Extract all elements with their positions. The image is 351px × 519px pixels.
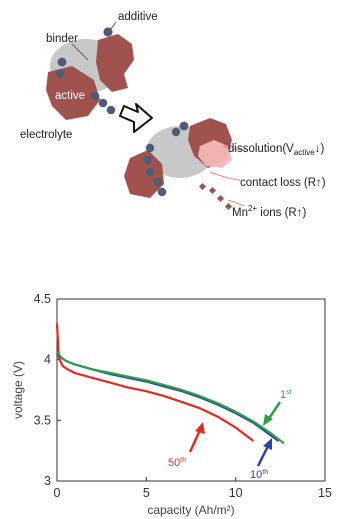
label-10th-sup: th — [262, 469, 268, 476]
x-tick-label: 5 — [143, 486, 150, 500]
arrow-10th — [256, 445, 270, 467]
arrow-50th — [188, 429, 202, 453]
initial-particle-cluster — [46, 27, 134, 120]
dissolution-region — [198, 140, 232, 168]
y-tick-label: 4.5 — [34, 292, 51, 306]
x-axis-label: capacity (Ah/m²) — [147, 503, 234, 517]
arrowhead-50th — [195, 422, 205, 434]
dissolution-label: dissolution(Vactive↓) — [228, 143, 325, 157]
annotation-10th: 10th — [250, 438, 272, 481]
dissolution-arrow-text: ↓) — [315, 143, 325, 155]
y-ticks: 3 3.5 4 4.5 — [34, 292, 61, 488]
x-tick-label: 0 — [54, 486, 61, 500]
active-particle-left — [46, 66, 100, 120]
mn-ions-text: ions (R↑) — [257, 207, 306, 219]
label-50th-sup: th — [180, 457, 186, 464]
additive-particles-degraded — [143, 121, 189, 197]
additive-particles — [55, 27, 116, 115]
label-50th-base: 50 — [168, 457, 180, 469]
contact-loss-leader — [209, 171, 241, 181]
dissolution-leader — [221, 145, 247, 151]
series-line-50th — [55, 323, 255, 442]
label-50th: 50th — [168, 457, 186, 469]
mn-ions-leader — [227, 199, 245, 207]
annotation-50th: 50th — [168, 422, 205, 469]
degradation-schematic: binder additive active electrolyte disso… — [20, 11, 326, 219]
electrolyte-label: electrolyte — [20, 129, 72, 141]
y-tick-label: 3 — [44, 474, 51, 488]
additive-label: additive — [118, 11, 158, 23]
label-1st-sup: st — [286, 389, 292, 396]
active-particle-right — [96, 34, 134, 92]
annotation-1st: 1st — [263, 389, 292, 426]
additive-leader — [109, 21, 117, 31]
x-tick-label: 15 — [318, 486, 332, 500]
active-particle-degraded-left — [124, 150, 164, 198]
series-line-1st — [56, 350, 285, 445]
label-1st: 1st — [280, 389, 292, 401]
mn-ion-particles — [198, 182, 233, 211]
dissolution-text: dissolution(V — [228, 143, 294, 155]
mn-superscript: 2+ — [248, 204, 257, 213]
binder-label: binder — [46, 33, 78, 45]
contact-loss-label: contact loss (R↑) — [240, 177, 326, 189]
binder-leader — [71, 43, 89, 61]
x-ticks: 0 5 10 15 — [54, 477, 332, 500]
arrowhead-10th — [263, 438, 272, 450]
y-axis-label: voltage (V) — [11, 361, 25, 419]
degraded-particle-cluster — [124, 118, 233, 211]
arrowhead-1st — [263, 414, 273, 426]
active-label: active — [55, 90, 85, 102]
series-layer — [55, 323, 285, 445]
mn-ions-label: Mn2+ ions (R↑) — [232, 204, 306, 219]
label-10th-base: 10 — [250, 469, 262, 481]
label-10th: 10th — [250, 469, 268, 481]
label-1st-base: 1 — [280, 389, 286, 401]
arrow-1st — [266, 401, 282, 421]
y-tick-label: 4 — [44, 353, 51, 367]
discharge-chart: 3 3.5 4 4.5 0 5 10 15 voltage (V) capacity (Ah… — [11, 292, 332, 517]
mn-text: Mn — [232, 207, 248, 219]
transition-arrow — [119, 103, 153, 133]
x-tick-label: 10 — [229, 486, 243, 500]
dissolution-subscript: active — [294, 148, 315, 157]
y-tick-label: 3.5 — [34, 413, 51, 427]
